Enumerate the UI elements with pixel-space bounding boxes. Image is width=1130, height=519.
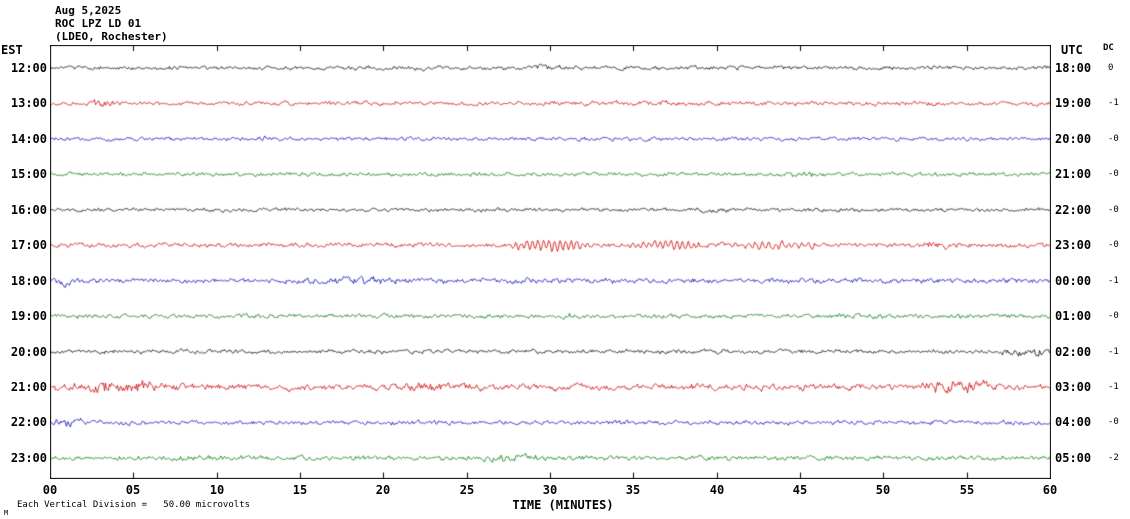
dc-value: 0 [1108,63,1114,73]
header-date: Aug 5,2025 [55,4,122,17]
dc-value: -0 [1108,169,1119,179]
x-tick-label: 10 [209,483,225,497]
x-axis-title: TIME (MINUTES) [512,498,614,512]
utc-time-label: 03:00 [1055,380,1092,394]
utc-time-label: 22:00 [1055,203,1092,217]
dc-value: -0 [1108,311,1119,321]
dc-value: -0 [1108,205,1119,215]
x-tick-label: 45 [792,483,808,497]
dc-value: -1 [1108,98,1119,108]
dc-value: -0 [1108,134,1119,144]
right-timezone-label: UTC [1061,43,1083,57]
x-tick-label: 25 [459,483,475,497]
dc-value: -1 [1108,382,1119,392]
x-tick-label: 00 [42,483,58,497]
utc-time-label: 23:00 [1055,238,1092,252]
header-network: (LDEO, Rochester) [55,30,168,43]
header-station: ROC LPZ LD 01 [55,17,142,30]
est-time-label: 21:00 [10,380,47,394]
est-time-label: 15:00 [10,167,47,181]
x-tick-label: 50 [875,483,891,497]
utc-time-label: 05:00 [1055,451,1092,465]
x-tick-label: 05 [125,483,141,497]
est-time-label: 17:00 [10,238,47,252]
dc-value: -1 [1108,347,1119,357]
x-tick-label: 35 [625,483,641,497]
x-tick-label: 55 [959,483,975,497]
seismogram-plot [50,45,1051,479]
est-time-label: 13:00 [10,96,47,110]
utc-time-label: 02:00 [1055,345,1092,359]
corner-mark: M [4,509,9,517]
est-time-label: 16:00 [10,203,47,217]
left-timezone-label: EST [1,43,23,57]
est-time-label: 23:00 [10,451,47,465]
est-time-label: 19:00 [10,309,47,323]
utc-time-label: 20:00 [1055,132,1092,146]
est-time-label: 18:00 [10,274,47,288]
utc-time-label: 19:00 [1055,96,1092,110]
dc-column-header: DC [1103,43,1114,53]
utc-time-label: 01:00 [1055,309,1092,323]
est-time-label: 12:00 [10,61,47,75]
est-time-label: 14:00 [10,132,47,146]
dc-value: -2 [1108,453,1119,463]
x-tick-label: 15 [292,483,308,497]
est-time-label: 22:00 [10,415,47,429]
x-tick-label: 40 [709,483,725,497]
vertical-scale-note: Each Vertical Division = 50.00 microvolt… [17,500,250,510]
dc-value: -0 [1108,417,1119,427]
utc-time-label: 21:00 [1055,167,1092,181]
x-tick-label: 30 [542,483,558,497]
utc-time-label: 18:00 [1055,61,1092,75]
utc-time-label: 04:00 [1055,415,1092,429]
est-time-label: 20:00 [10,345,47,359]
dc-value: -1 [1108,276,1119,286]
utc-time-label: 00:00 [1055,274,1092,288]
x-tick-label: 20 [375,483,391,497]
x-tick-label: 60 [1042,483,1058,497]
dc-value: -0 [1108,240,1119,250]
